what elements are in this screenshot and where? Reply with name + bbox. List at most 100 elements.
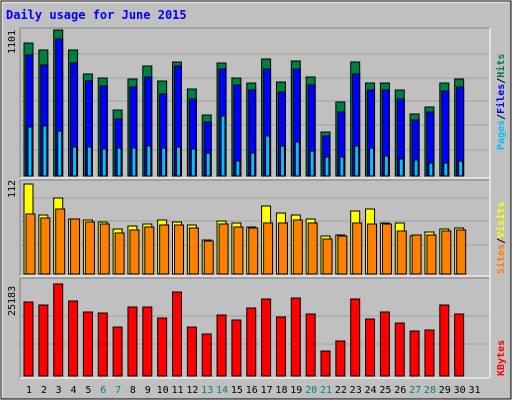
bar-pages-day-23-fill	[354, 145, 360, 177]
bar-sites-day-1	[25, 213, 36, 275]
bar-sites-day-28	[426, 234, 437, 275]
bar-kbytes-day-1-fill	[23, 301, 34, 377]
bar-pages-day-23	[354, 145, 360, 177]
bar-sites-day-3	[55, 208, 66, 275]
bar-sites-day-15-fill	[233, 226, 244, 275]
x-tick-label-16: 16	[246, 385, 258, 396]
x-tick-label-11: 11	[171, 385, 183, 396]
x-tick-label-15: 15	[231, 385, 243, 396]
bar-kbytes-day-5-fill	[82, 311, 93, 377]
x-tick-label-24: 24	[365, 385, 377, 396]
x-tick-label-29: 29	[439, 385, 451, 396]
x-tick-label-12: 12	[186, 385, 198, 396]
bar-pages-day-2-fill	[42, 125, 48, 177]
bar-sites-day-12	[188, 227, 199, 275]
bar-pages-day-19-fill	[294, 141, 300, 177]
bar-kbytes-day-17	[261, 298, 272, 377]
bar-kbytes-day-26	[394, 322, 405, 377]
bar-pages-day-11	[176, 146, 181, 177]
bar-pages-day-18-fill	[279, 145, 285, 177]
bar-sites-day-8	[129, 229, 140, 275]
bar-pages-day-8-fill	[131, 147, 137, 177]
ymax-label-kbytes: 25183	[7, 286, 18, 316]
bar-kbytes-day-30-fill	[454, 313, 465, 377]
bar-kbytes-day-20-fill	[305, 313, 316, 377]
bar-sites-day-25	[381, 223, 392, 275]
bar-sites-day-7-fill	[114, 232, 125, 275]
bar-kbytes-day-19	[290, 297, 301, 377]
bar-pages-day-26-fill	[398, 158, 404, 177]
legend-visits-label: Visits	[495, 202, 507, 238]
bar-pages-day-13	[205, 152, 211, 177]
bar-kbytes-day-22	[335, 340, 346, 377]
legend-sites-visits: Sites/Visits	[495, 202, 507, 274]
x-tick-label-18: 18	[275, 385, 287, 396]
bar-kbytes-day-23	[350, 298, 361, 377]
bar-sites-day-29	[441, 230, 452, 275]
bar-kbytes-day-2	[38, 304, 49, 377]
bar-pages-day-9	[146, 145, 152, 177]
bar-pages-day-7-fill	[116, 147, 122, 177]
x-tick-label-6: 6	[100, 385, 106, 396]
bar-pages-day-12-fill	[190, 148, 196, 177]
bar-kbytes-day-30	[454, 313, 465, 377]
bar-sites-day-9	[144, 226, 155, 275]
legend-pages-label: Pages	[496, 120, 507, 150]
legend-separator-2: /	[496, 78, 507, 84]
bar-pages-day-6-fill	[101, 148, 107, 177]
bar-sites-day-17-fill	[263, 222, 274, 275]
bar-pages-day-7	[116, 147, 122, 177]
legend-kbytes: KBytes	[496, 340, 507, 376]
bar-kbytes-day-6	[97, 312, 108, 377]
bar-pages-day-30	[458, 160, 464, 177]
bar-sites-day-26	[396, 230, 407, 275]
legend-sites-label: Sites	[495, 244, 507, 274]
ymax-label-hits-files-pages: 1101	[7, 30, 18, 54]
bar-kbytes-day-24	[365, 318, 376, 377]
ymax-label-sites-visits: 112	[7, 180, 18, 198]
bar-sites-day-4-fill	[70, 218, 81, 275]
bar-pages-day-5	[86, 146, 92, 177]
bar-kbytes-day-28-fill	[424, 329, 435, 377]
bar-pages-day-21-fill	[324, 156, 330, 177]
bar-sites-day-4	[70, 218, 81, 275]
x-tick-label-23: 23	[350, 385, 362, 396]
bar-pages-day-6	[101, 148, 107, 177]
bars	[23, 29, 467, 377]
bar-kbytes-day-20	[305, 313, 316, 377]
bar-sites-day-30-fill	[456, 229, 467, 275]
bar-sites-day-18	[277, 222, 288, 275]
bar-sites-day-27-fill	[411, 234, 422, 275]
bar-pages-day-13-fill	[205, 152, 211, 177]
x-tick-label-9: 9	[145, 385, 151, 396]
bar-kbytes-day-24-fill	[365, 318, 376, 377]
x-tick-label-8: 8	[130, 385, 136, 396]
bar-kbytes-day-16	[246, 307, 257, 377]
bar-sites-day-10-fill	[159, 224, 170, 275]
bar-pages-day-15-fill	[235, 160, 241, 177]
bar-sites-day-12-fill	[188, 227, 199, 275]
bar-pages-day-28	[428, 162, 434, 177]
bar-sites-day-8-fill	[129, 229, 140, 275]
bar-sites-day-28-fill	[426, 234, 437, 275]
bar-kbytes-day-27	[409, 330, 420, 377]
bar-kbytes-day-29-fill	[439, 304, 450, 377]
bar-kbytes-day-7	[112, 326, 123, 377]
bar-sites-day-26-fill	[396, 230, 407, 275]
x-tick-label-22: 22	[335, 385, 347, 396]
bar-sites-day-16-fill	[248, 227, 259, 275]
bar-kbytes-day-14	[216, 314, 227, 377]
bar-sites-day-11	[174, 224, 184, 275]
bar-kbytes-day-12	[186, 326, 197, 377]
bar-kbytes-day-25	[379, 311, 390, 377]
x-tick-label-31: 31	[468, 385, 480, 396]
bar-kbytes-day-1	[23, 301, 34, 377]
bar-sites-day-3-fill	[55, 208, 66, 275]
x-tick-label-3: 3	[56, 385, 62, 396]
bar-pages-day-2	[42, 125, 48, 177]
bar-kbytes-day-11	[172, 291, 182, 377]
bar-pages-day-14-fill	[220, 115, 226, 177]
bar-pages-day-10	[161, 147, 167, 177]
